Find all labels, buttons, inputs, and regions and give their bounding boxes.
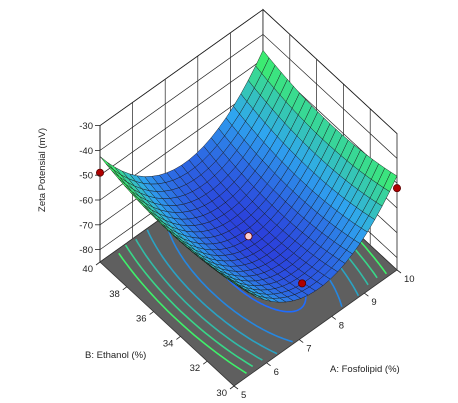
z-tick-label: -80 — [79, 245, 93, 256]
y-axis-label: B: Ethanol (%) — [85, 350, 146, 361]
x-tick-label: 7 — [306, 344, 311, 355]
design-point — [244, 232, 253, 241]
y-tick-mark — [149, 311, 154, 315]
x-tick-label: 6 — [274, 367, 279, 378]
y-tick-mark — [122, 286, 128, 291]
z-tick-label: -70 — [79, 220, 93, 231]
y-tick-label: 38 — [109, 289, 120, 300]
x-tick-label: 5 — [241, 390, 246, 401]
z-gridline — [99, 33, 398, 159]
x-tick-label: 10 — [404, 274, 415, 285]
x-tick-mark — [331, 316, 337, 320]
z-gridline — [99, 9, 398, 134]
y-tick-label: 36 — [136, 314, 147, 325]
z-tick-label: -40 — [79, 146, 93, 157]
z-axis-label: Zeta Potensial (mV) — [37, 128, 48, 212]
x-tick-mark — [233, 385, 239, 390]
y-tick-label: 40 — [82, 264, 93, 275]
x-tick-mark — [298, 339, 304, 343]
y-tick-mark — [176, 336, 181, 340]
x-tick-mark — [396, 269, 402, 274]
y-tick-label: 30 — [216, 388, 227, 399]
design-point — [392, 184, 401, 193]
z-tick-label: -50 — [79, 171, 93, 182]
z-tick-label: -30 — [79, 121, 93, 132]
x-tick-mark — [266, 362, 271, 367]
design-point — [96, 168, 105, 177]
z-tick-label: -60 — [79, 196, 93, 207]
design-points — [96, 168, 401, 288]
x-tick-label: 9 — [371, 297, 376, 308]
response-surface — [99, 49, 398, 303]
y-tick-mark — [202, 360, 208, 365]
design-point — [298, 279, 307, 288]
y-tick-label: 34 — [163, 338, 174, 349]
surface-cell — [227, 278, 242, 289]
x-tick-mark — [364, 292, 369, 297]
y-tick-mark — [95, 261, 101, 266]
x-axis-label: A: Fosfolipid (%) — [330, 364, 400, 375]
y-tick-mark — [229, 385, 235, 390]
y-tick-label: 32 — [190, 363, 201, 374]
x-tick-label: 8 — [339, 320, 344, 331]
axis-ticks: -30 -40 -50 -60 -70 -80 5 6 7 8 9 10 30 32 34 36 38 40 — [79, 121, 414, 401]
